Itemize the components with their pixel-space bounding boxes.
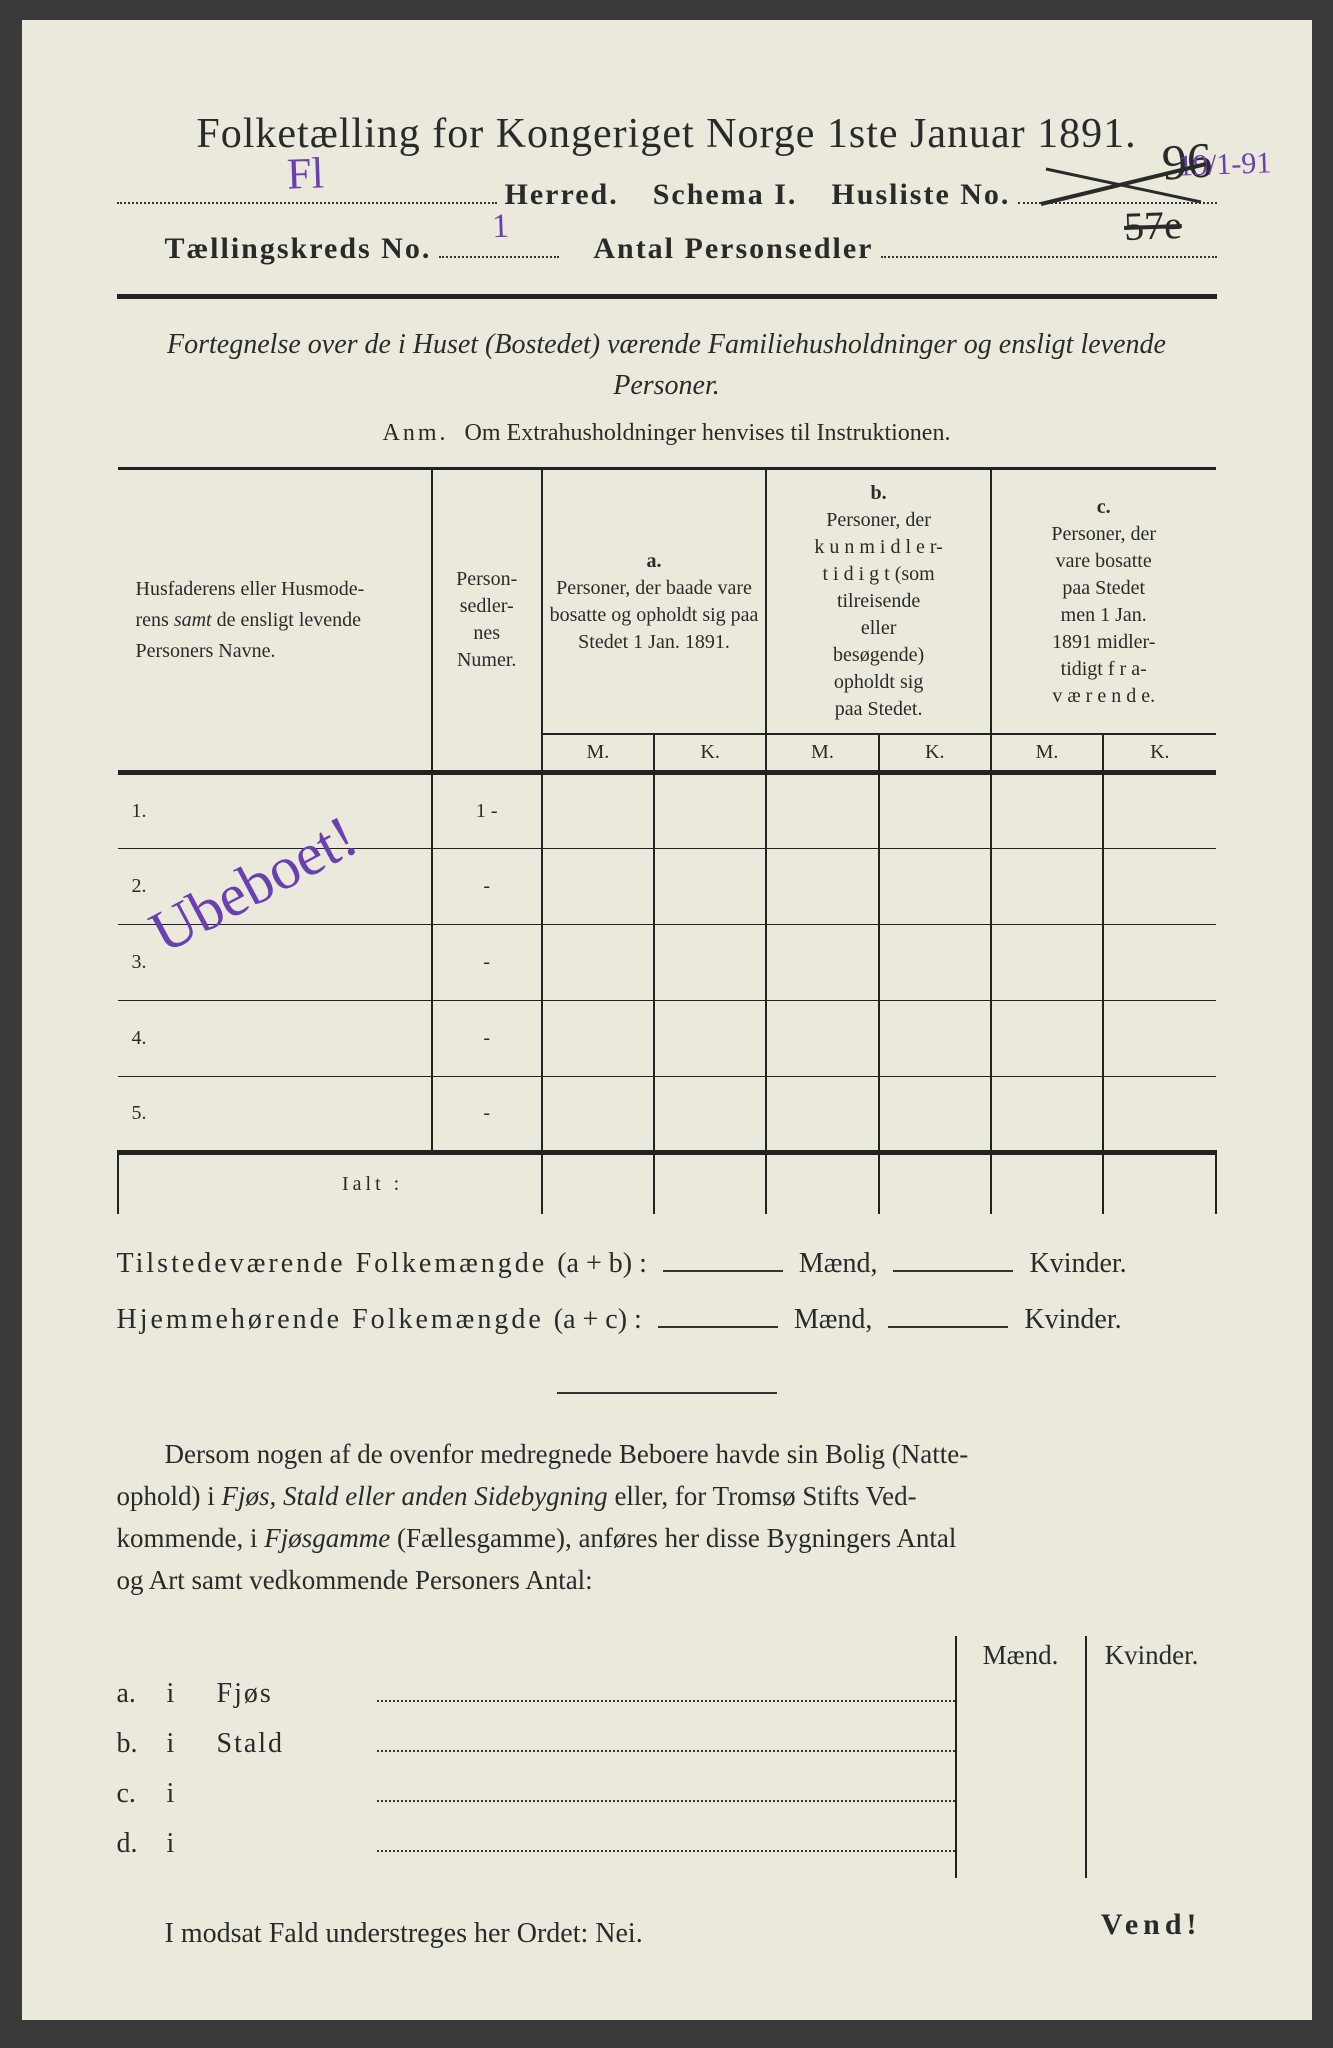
row-d-dots (377, 1832, 955, 1852)
col-a-header: a. Personer, der baade vare bosatte og o… (542, 469, 767, 735)
buildings-mk-box: Mænd. Kvinder. (955, 1636, 1217, 1878)
antal-field (881, 230, 1216, 258)
col-a-m: M. (542, 734, 654, 773)
ialt-row: Ialt : (118, 1153, 1216, 1215)
schema-label: Schema I. (653, 178, 798, 212)
form-subtitle: Fortegnelse over de i Huset (Bostedet) v… (117, 325, 1217, 406)
household-table: Husfaderens eller Husmode-rens samt de e… (117, 467, 1217, 1214)
herred-label: Herred. (505, 178, 619, 212)
table-row: 3. - (118, 925, 1216, 1001)
building-row-a: a. i Fjøs (117, 1678, 955, 1710)
buildings-list: . a. i Fjøs b. i Stald c. i d. i (117, 1636, 955, 1878)
buildings-maend-col: Mænd. (957, 1636, 1087, 1878)
anm-note: Anm. Om Extrahusholdninger henvises til … (117, 420, 1217, 447)
kvinder-ac-field (888, 1306, 1008, 1328)
anm-text: Om Extrahusholdninger henvises til Instr… (465, 420, 951, 446)
antal-label: Antal Personsedler (593, 232, 873, 266)
building-row-b: b. i Stald (117, 1728, 955, 1760)
buildings-kvinder-col: Kvinder. (1087, 1636, 1217, 1878)
col-b-k: K. (879, 734, 991, 773)
col-c-m: M. (991, 734, 1103, 773)
table-header-row-1: Husfaderens eller Husmode-rens samt de e… (118, 469, 1216, 735)
final-line: I modsat Fald understreges her Ordet: Ne… (117, 1918, 1217, 1950)
census-form-page: Folketælling for Kongeriget Norge 1ste J… (22, 20, 1312, 2020)
divider-rule-1 (117, 294, 1217, 299)
row-c-dots (377, 1782, 955, 1802)
totals-line-2: Hjemmehørende Folkemængde (a + c) : Mænd… (117, 1292, 1217, 1348)
col-names-header: Husfaderens eller Husmode-rens samt de e… (118, 469, 432, 773)
col-c-header: c. Personer, dervare bosattepaa Stedetme… (991, 469, 1216, 735)
outbuilding-paragraph: Dersom nogen af de ovenfor medregnede Be… (117, 1434, 1217, 1601)
header-line-2: Herred. Schema I. Husliste No. (117, 176, 1217, 212)
col-b-header: b. Personer, derk u n m i d l e r-t i d … (766, 469, 991, 735)
kvinder-ab-field (893, 1250, 1013, 1272)
col-b-m: M. (766, 734, 878, 773)
totals-block: Tilstedeværende Folkemængde (a + b) : Mæ… (117, 1236, 1217, 1348)
table-row: 4. - (118, 1001, 1216, 1077)
fjos-dots (377, 1682, 955, 1702)
stald-dots (377, 1732, 955, 1752)
kreds-field (439, 230, 559, 258)
col-a-k: K. (654, 734, 766, 773)
col-c-k: K. (1103, 734, 1215, 773)
table-row: 5. - (118, 1077, 1216, 1153)
husliste-label: Husliste No. (831, 178, 1010, 212)
herred-field (117, 176, 497, 204)
anm-lead: Anm. (383, 420, 449, 446)
building-row-d: d. i (117, 1828, 955, 1860)
page-title: Folketælling for Kongeriget Norge 1ste J… (117, 110, 1217, 158)
buildings-block: . a. i Fjøs b. i Stald c. i d. i (117, 1636, 1217, 1878)
table-row: 1. 1 - (118, 773, 1216, 849)
totals-line-1: Tilstedeværende Folkemængde (a + b) : Mæ… (117, 1236, 1217, 1292)
header-line-3: Tællingskreds No. Antal Personsedler (117, 230, 1217, 266)
col-numer-header: Person-sedler-nesNumer. (432, 469, 542, 773)
maend-ac-field (658, 1306, 778, 1328)
separator-rule (557, 1392, 777, 1394)
table-row: 2. - (118, 849, 1216, 925)
maend-ab-field (663, 1250, 783, 1272)
husliste-field (1018, 176, 1216, 204)
vend-footer: Vend! (1101, 1908, 1202, 1942)
kreds-label: Tællingskreds No. (165, 232, 432, 266)
building-row-c: c. i (117, 1778, 955, 1810)
